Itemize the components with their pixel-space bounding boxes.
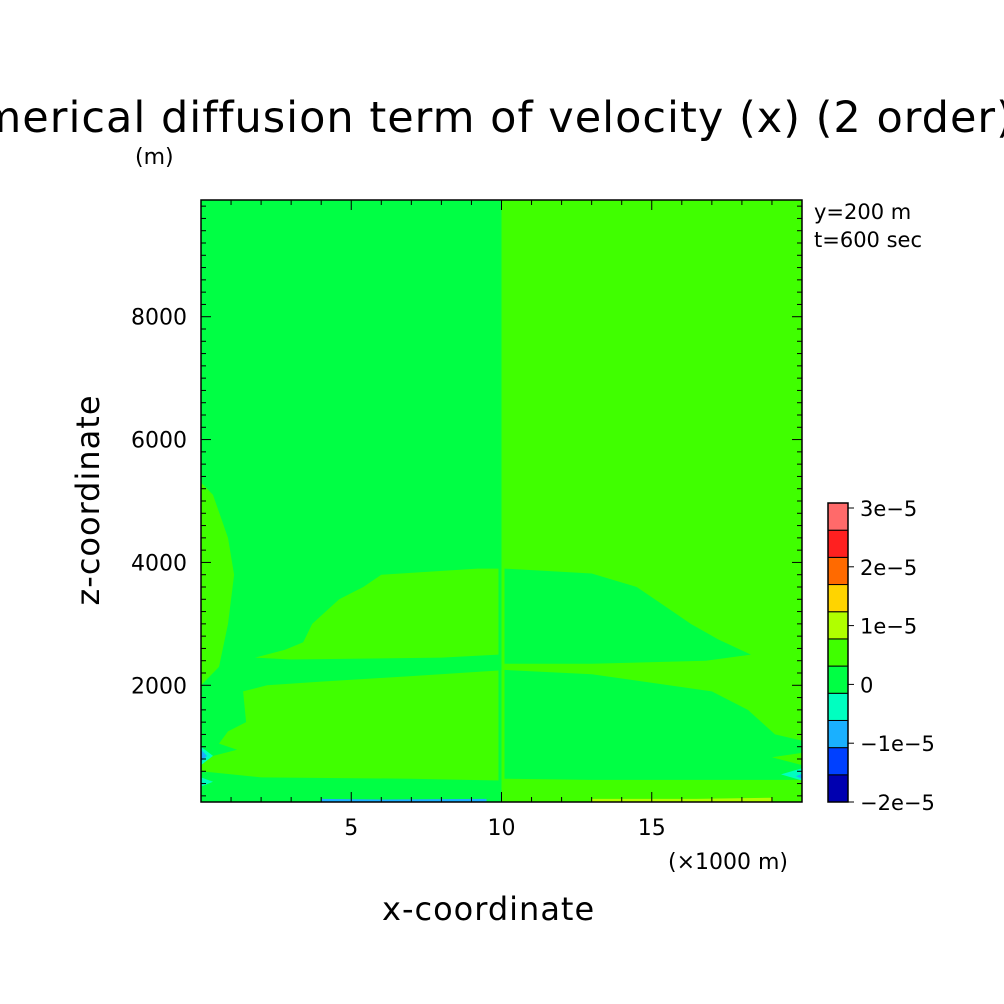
colorbar-swatch	[827, 556, 849, 586]
colorbar-label: 0	[860, 673, 873, 697]
x-tick-label: 10	[488, 816, 516, 841]
colorbar-label: −1e−5	[860, 732, 935, 756]
colorbar-label: 3e−5	[860, 497, 917, 521]
colorbar-swatch	[827, 529, 849, 558]
contour-region	[504, 568, 751, 664]
x-tick-label: 15	[638, 816, 666, 841]
contour-region	[768, 482, 802, 673]
contour-region	[201, 482, 235, 686]
contour-region	[504, 669, 802, 780]
contour-region	[201, 670, 499, 781]
z-unit-label: (m)	[135, 145, 174, 170]
y-tick-label: 2000	[131, 674, 187, 699]
colorbar-swatch	[827, 638, 849, 667]
chart-title: Numerical diffusion term of velocity (x)…	[0, 93, 1004, 143]
colorbar-swatch	[827, 611, 849, 640]
colorbar-swatch	[827, 719, 849, 749]
y-position-label: y=200 m	[814, 200, 912, 224]
contour-region	[321, 798, 487, 802]
colorbar-swatch	[827, 692, 849, 721]
colorbar-swatch	[827, 665, 849, 694]
colorbar-swatch	[827, 584, 849, 613]
y-tick-label: 4000	[131, 551, 187, 576]
chart-title-text: Numerical diffusion term of velocity (x)…	[0, 93, 1004, 143]
colorbar-label: 2e−5	[860, 556, 917, 580]
time-label: t=600 sec	[814, 228, 922, 252]
colorbar-swatch	[827, 747, 849, 776]
colorbar-swatch	[827, 774, 849, 803]
colorbar-swatch	[827, 502, 849, 531]
colorbar-label: −2e−5	[860, 791, 935, 815]
y-tick-label: 6000	[131, 429, 187, 454]
x-tick-label: 5	[344, 816, 358, 841]
colorbar-label: 1e−5	[860, 615, 917, 639]
contour-region	[201, 777, 213, 787]
x-axis-title: x-coordinate	[382, 890, 596, 928]
y-tick-label: 8000	[131, 306, 187, 331]
contour-fill-group	[201, 200, 802, 802]
colorbar-frame	[827, 502, 849, 803]
contour-region	[781, 768, 802, 781]
contour-region	[255, 568, 499, 660]
contour-region	[796, 773, 802, 779]
x-axis-unit: (×1000 m)	[668, 850, 789, 875]
